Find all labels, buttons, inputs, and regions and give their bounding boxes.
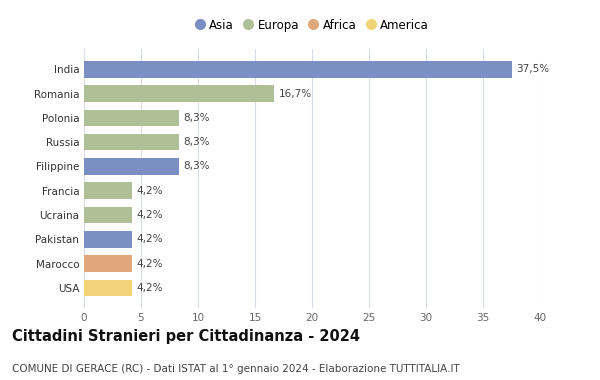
Text: 4,2%: 4,2% [136,258,163,269]
Text: 4,2%: 4,2% [136,186,163,196]
Bar [84,280,132,296]
Bar [84,231,132,247]
Text: 4,2%: 4,2% [136,234,163,244]
Bar [84,61,511,78]
Text: Cittadini Stranieri per Cittadinanza - 2024: Cittadini Stranieri per Cittadinanza - 2… [12,329,360,344]
Text: 16,7%: 16,7% [279,89,312,99]
Text: 37,5%: 37,5% [516,64,549,74]
Bar [84,182,132,199]
Text: COMUNE DI GERACE (RC) - Dati ISTAT al 1° gennaio 2024 - Elaborazione TUTTITALIA.: COMUNE DI GERACE (RC) - Dati ISTAT al 1°… [12,364,460,374]
Bar [84,158,179,175]
Bar [84,134,179,150]
Legend: Asia, Europa, Africa, America: Asia, Europa, Africa, America [190,14,434,36]
Text: 4,2%: 4,2% [136,210,163,220]
Text: 8,3%: 8,3% [183,113,209,123]
Bar [84,207,132,223]
Bar [84,86,274,102]
Text: 4,2%: 4,2% [136,283,163,293]
Bar [84,110,179,126]
Bar [84,255,132,272]
Text: 8,3%: 8,3% [183,162,209,171]
Text: 8,3%: 8,3% [183,137,209,147]
